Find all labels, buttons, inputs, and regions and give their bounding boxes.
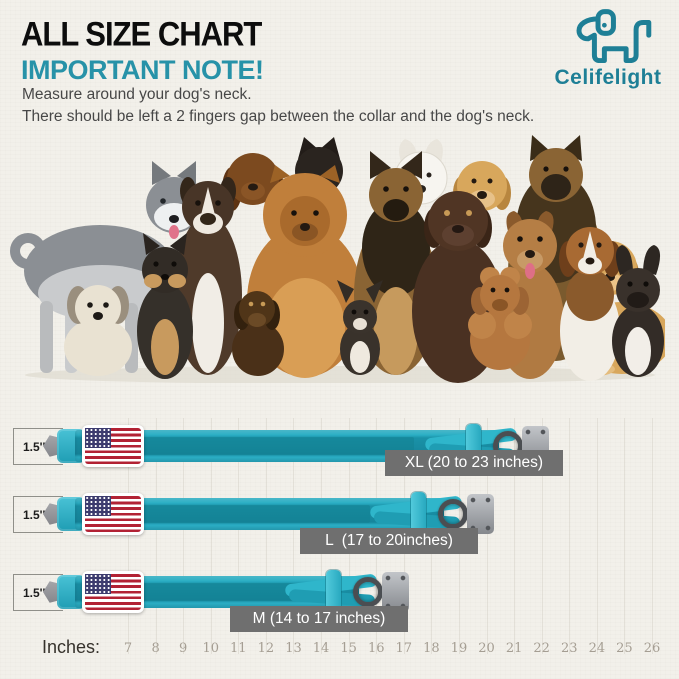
usa-flag-patch [82, 425, 144, 467]
brand-name: Celifelight [554, 66, 662, 89]
ruler-tick: 7 [123, 641, 133, 656]
width-label: 1.5'' [23, 585, 46, 600]
ruler-tick: 10 [202, 641, 219, 656]
collar-end-plate [467, 494, 494, 534]
dog-shiba [137, 233, 193, 379]
width-bracket-l: 1.5'' [13, 496, 63, 533]
grid-line [569, 418, 571, 654]
dog-french-bulldog [612, 245, 664, 377]
size-label-m: M (14 to 17 inches) [230, 606, 408, 632]
grid-line [624, 418, 626, 654]
ruler-tick: 14 [312, 641, 330, 656]
ruler-tick: 12 [257, 641, 275, 656]
ruler-tick: 15 [340, 641, 357, 656]
ruler-tick: 19 [450, 641, 468, 656]
ruler-tick: 17 [395, 641, 413, 656]
ruler-tick: 25 [616, 641, 633, 656]
grid-line [652, 418, 654, 654]
grid-line [486, 418, 488, 654]
collar-graphic-m [43, 570, 409, 614]
grid-line [210, 418, 212, 654]
ruler-tick: 16 [367, 641, 385, 656]
strap-keeper [411, 492, 426, 536]
ruler-tick: 13 [285, 641, 302, 656]
usa-flag-patch [82, 493, 144, 535]
dog-shih-tzu [64, 285, 132, 376]
page-title: ALL SIZE CHART [21, 14, 262, 54]
width-bracket-m: 1.5'' [13, 574, 63, 611]
size-label-l: L (17 to 20inches) [300, 528, 478, 554]
grid-line [183, 418, 185, 654]
ruler-tick: 20 [478, 641, 495, 656]
note-line-1: Measure around your dog's neck. [22, 86, 252, 103]
width-label: 1.5'' [23, 507, 46, 522]
note-line-2: There should be left a 2 fingers gap bet… [22, 108, 535, 125]
usa-flag-patch [82, 571, 144, 613]
grid-line [541, 418, 543, 654]
ruler-tick: 8 [151, 641, 160, 656]
ruler-tick: 23 [560, 641, 578, 656]
strap-keeper [326, 570, 341, 614]
ruler-tick: 24 [588, 641, 606, 656]
collar-d-ring [353, 577, 383, 607]
ruler-tick: 22 [533, 641, 550, 656]
dog-dachshund [232, 291, 284, 376]
ruler-tick: 18 [423, 641, 440, 656]
grid-line [265, 418, 267, 654]
size-label-xl: XL (20 to 23 inches) [385, 450, 563, 476]
width-label: 1.5'' [23, 439, 46, 454]
grid-line [514, 418, 516, 654]
ruler-ticks: 7 8 9 10 11 12 13 14 15 16 17 18 19 20 21 22 23 24 25 26 [0, 641, 679, 661]
ruler-label: Inches: [42, 637, 101, 657]
important-note-heading: IMPORTANT NOTE! [21, 55, 264, 85]
dog-logo-icon [576, 9, 652, 64]
collar-d-ring [438, 499, 468, 529]
grid-line [128, 418, 129, 654]
grid-line [596, 418, 598, 654]
dog-beagle [559, 227, 621, 381]
ruler-tick: 11 [230, 641, 247, 656]
width-bracket-xl: 1.5'' [13, 428, 63, 465]
grid-line [155, 418, 157, 654]
brand-logo: Celifelight [540, 6, 676, 92]
collar-end-plate [382, 572, 409, 612]
dog-poodle [468, 267, 532, 370]
ruler-tick: 9 [179, 641, 188, 656]
dog-chihuahua [337, 280, 383, 375]
grid-line [293, 418, 295, 654]
collar-graphic-l [43, 492, 494, 536]
ruler-tick: 26 [643, 641, 661, 656]
ruler-tick: 21 [505, 641, 523, 656]
grid-line [238, 418, 240, 654]
dogs-photo [10, 135, 665, 383]
